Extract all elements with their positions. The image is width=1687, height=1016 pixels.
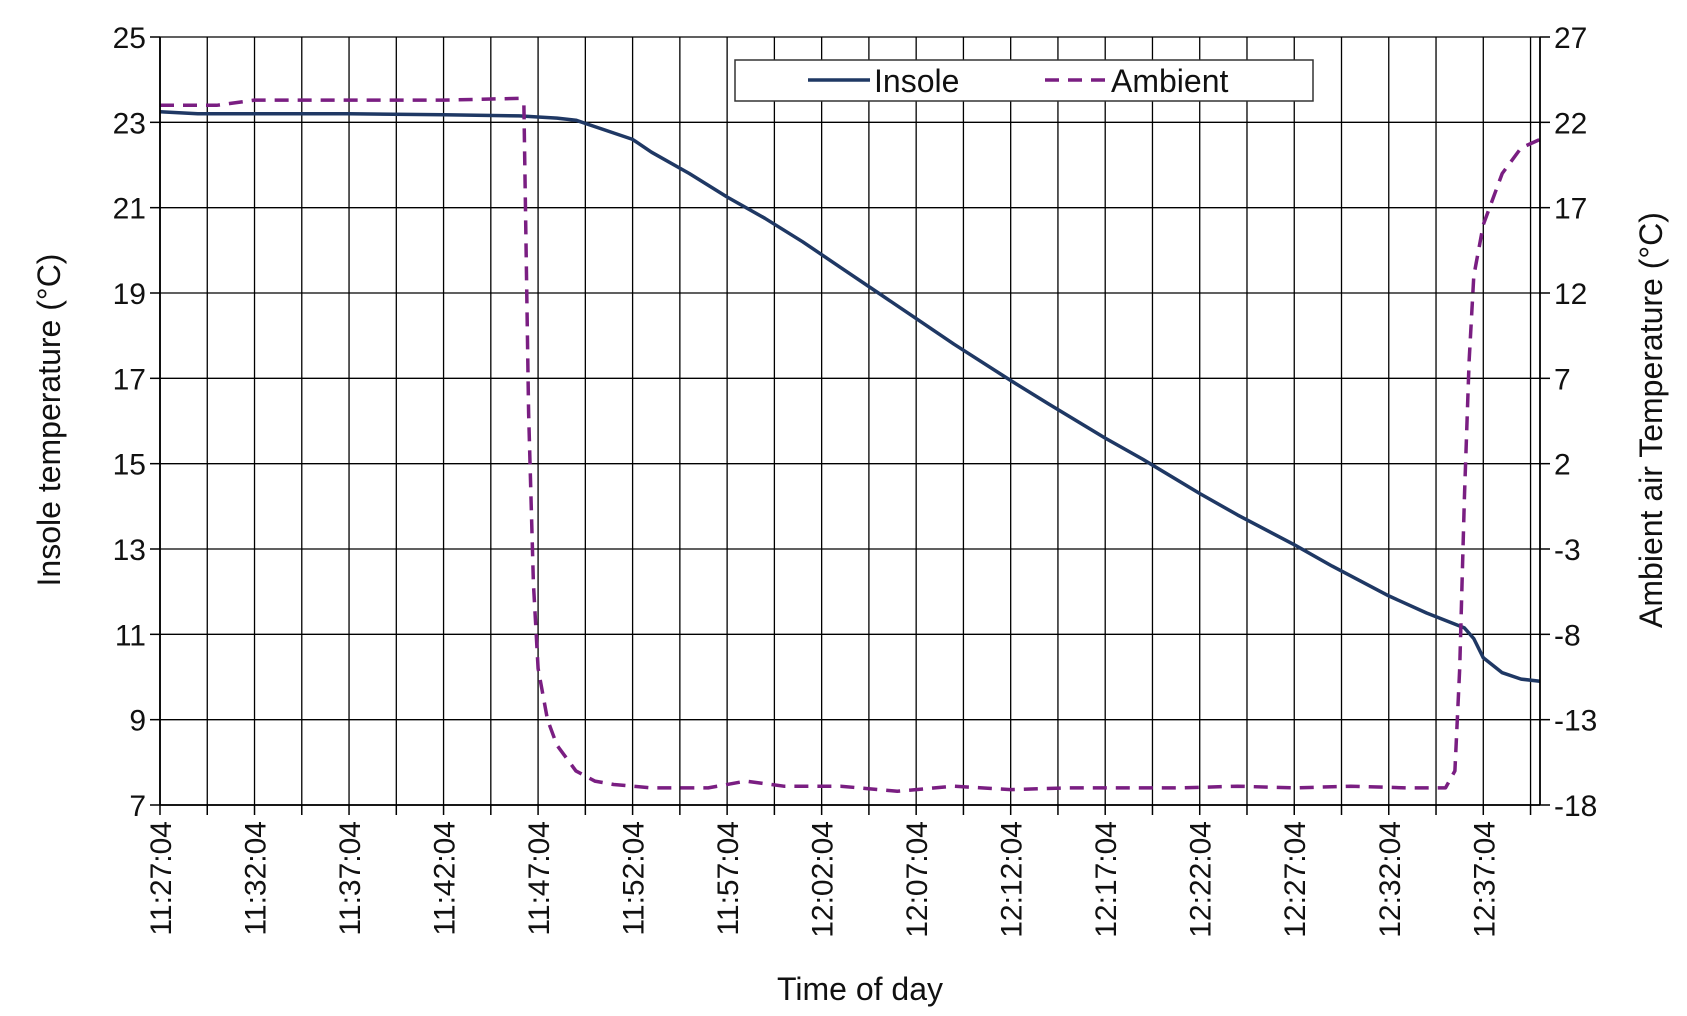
x-tick-label: 12:32:04 xyxy=(1374,821,1407,938)
left-y-tick-label: 9 xyxy=(129,705,146,738)
axes xyxy=(150,36,1550,815)
x-axis-title: Time of day xyxy=(777,971,943,1007)
left-y-tick-label: 7 xyxy=(129,790,146,823)
left-y-tick-label: 23 xyxy=(113,107,146,140)
series-line-ambient xyxy=(160,96,1541,794)
legend-insole-label: Insole xyxy=(874,63,959,99)
grid xyxy=(159,36,1540,806)
right-y-tick-label: -3 xyxy=(1554,534,1581,567)
left-y-tick-label: 25 xyxy=(113,22,146,55)
x-tick-label: 11:47:04 xyxy=(523,821,556,936)
series-group xyxy=(159,96,1541,794)
right-y-tick-label: -8 xyxy=(1554,619,1581,652)
x-tick-label: 12:22:04 xyxy=(1185,821,1218,938)
x-tick-label: 11:52:04 xyxy=(618,821,651,936)
plot-area xyxy=(160,37,1540,805)
x-tick-label: 12:37:04 xyxy=(1468,821,1501,938)
x-tick-label: 11:57:04 xyxy=(712,821,745,936)
right-y-tick-label: -13 xyxy=(1554,705,1597,738)
right-y-tick-label: 7 xyxy=(1554,363,1571,396)
x-tick-label: 12:12:04 xyxy=(996,821,1029,938)
x-tick-label: 11:32:04 xyxy=(240,821,273,936)
left-y-tick-label: 19 xyxy=(113,278,146,311)
series-line-insole xyxy=(159,109,1541,684)
x-tick-label: 11:42:04 xyxy=(429,821,462,936)
legend: Insole Ambient xyxy=(734,59,1314,102)
x-tick-label: 11:37:04 xyxy=(334,821,367,936)
right-y-tick-label: 17 xyxy=(1554,193,1587,226)
left-y-tick-label: 15 xyxy=(113,449,146,482)
x-tick-label: 12:02:04 xyxy=(807,821,840,938)
left-y-tick-label: 13 xyxy=(113,534,146,567)
right-y-tick-label: 27 xyxy=(1554,22,1587,55)
x-tick-label: 12:17:04 xyxy=(1090,821,1123,938)
right-y-tick-label: 22 xyxy=(1554,107,1587,140)
x-tick-label: 12:27:04 xyxy=(1279,821,1312,938)
left-y-tick-label: 17 xyxy=(113,363,146,396)
right-y-tick-label: 12 xyxy=(1554,278,1587,311)
right-y-tick-label: -18 xyxy=(1554,790,1597,823)
left-y-axis-title: Insole temperature (°C) xyxy=(31,254,67,587)
x-tick-label: 11:27:04 xyxy=(145,821,178,936)
left-y-tick-label: 21 xyxy=(113,193,146,226)
x-tick-label: 12:07:04 xyxy=(901,821,934,938)
tick-labels: 791113151719212325-18-13-8-3271217222711… xyxy=(113,22,1598,938)
right-y-axis-title: Ambient air Temperature (°C) xyxy=(1633,212,1669,628)
legend-ambient-label: Ambient xyxy=(1111,63,1229,99)
right-y-tick-label: 2 xyxy=(1554,449,1571,482)
left-y-tick-label: 11 xyxy=(115,619,146,652)
